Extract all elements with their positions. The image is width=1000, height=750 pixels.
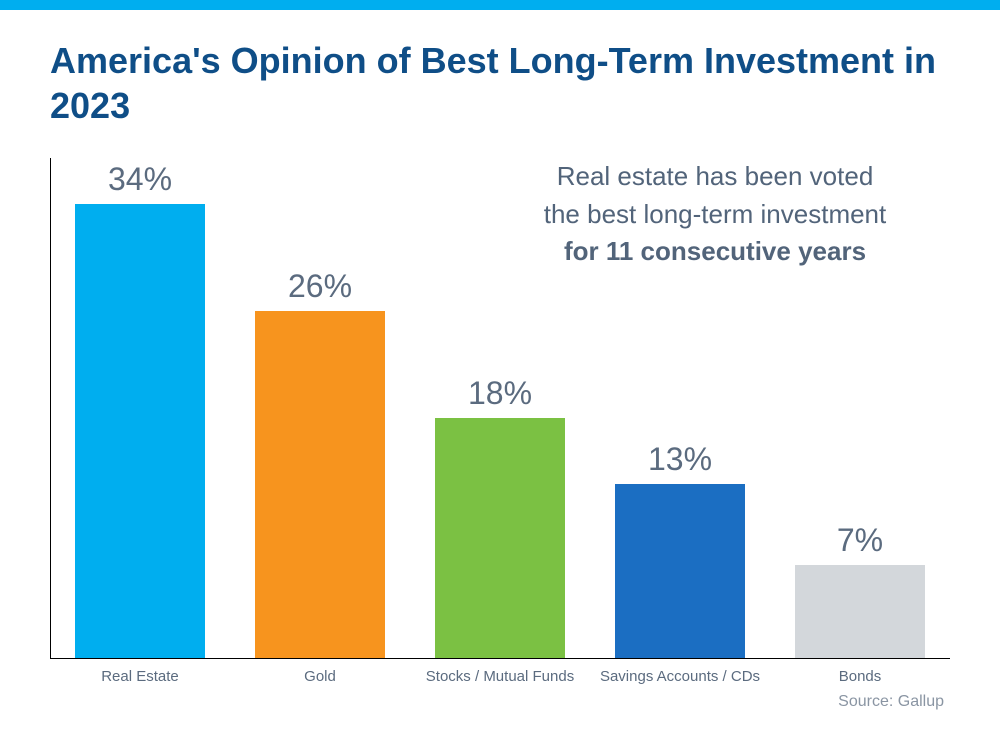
bar-value-label: 34% (108, 161, 172, 198)
x-axis-labels: Real Estate Gold Stocks / Mutual Funds S… (50, 668, 950, 685)
source-attribution: Source: Gallup (50, 693, 950, 711)
bar-rect (795, 565, 925, 658)
bar-real-estate: 34% (50, 158, 230, 658)
bar-value-label: 13% (648, 441, 712, 478)
bar-value-label: 18% (468, 375, 532, 412)
x-axis-line (50, 658, 950, 659)
bar-rect (255, 311, 385, 658)
x-label: Stocks / Mutual Funds (410, 668, 590, 685)
x-label: Gold (230, 668, 410, 685)
x-label: Savings Accounts / CDs (590, 668, 770, 685)
x-label: Real Estate (50, 668, 230, 685)
x-label: Bonds (770, 668, 950, 685)
bars-container: 34% 26% 18% 13% 7% (50, 158, 950, 658)
bar-stocks: 18% (410, 158, 590, 658)
bar-rect (75, 204, 205, 658)
bar-value-label: 26% (288, 268, 352, 305)
bar-rect (435, 418, 565, 658)
page-content: America's Opinion of Best Long-Term Inve… (0, 10, 1000, 711)
chart-area: Real estate has been voted the best long… (50, 158, 950, 711)
bar-gold: 26% (230, 158, 410, 658)
chart-title: America's Opinion of Best Long-Term Inve… (50, 38, 950, 128)
bar-bonds: 7% (770, 158, 950, 658)
bar-savings: 13% (590, 158, 770, 658)
bar-value-label: 7% (837, 522, 883, 559)
bar-rect (615, 484, 745, 658)
chart-plot: 34% 26% 18% 13% 7% (50, 158, 950, 658)
top-accent-bar (0, 0, 1000, 10)
